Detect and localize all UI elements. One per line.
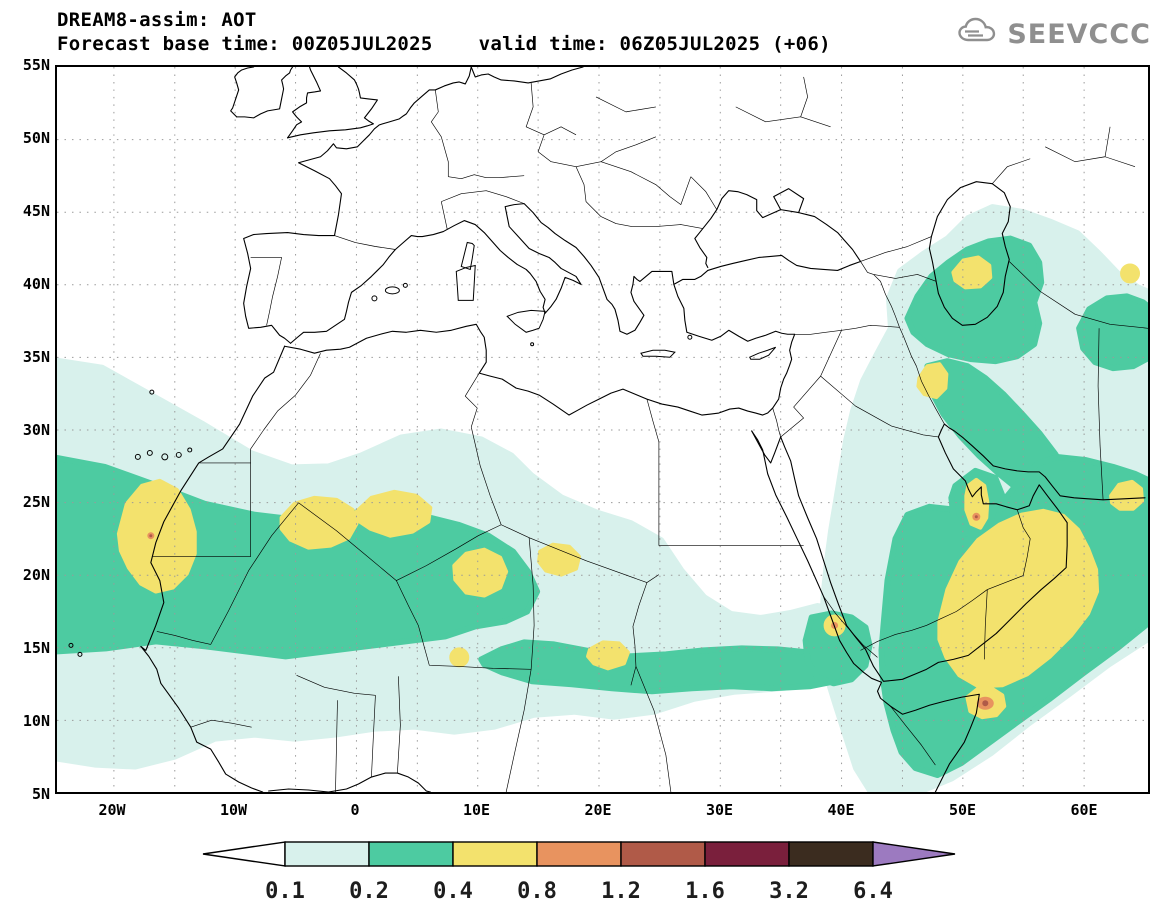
svg-text:0.1: 0.1 — [265, 879, 305, 904]
valid-time: valid time: 06Z05JUL2025 (+06) — [478, 33, 831, 55]
svg-text:1.2: 1.2 — [601, 879, 641, 904]
colorbar: 0.1 0.2 0.4 0.8 1.2 1.6 3.2 6.4 — [197, 840, 967, 905]
lat-tick-label: 15N — [22, 639, 50, 658]
logo-text: SEEVCCC — [1007, 18, 1151, 50]
lat-tick-label: 30N — [22, 420, 50, 439]
svg-text:0.8: 0.8 — [517, 879, 557, 904]
seevccc-logo: SEEVCCC — [955, 16, 1151, 52]
lon-tick-label: 10E — [462, 801, 491, 819]
lon-tick-label: 30E — [705, 801, 734, 819]
lat-tick-label: 35N — [22, 347, 50, 366]
map-frame — [55, 65, 1150, 794]
lon-tick-label: 20E — [584, 801, 612, 819]
forecast-base-time: Forecast base time: 00Z05JUL2025 — [57, 33, 433, 55]
svg-text:1.6: 1.6 — [685, 879, 725, 904]
coastlines — [140, 67, 1146, 792]
contour-level-0p4 — [116, 255, 1145, 720]
svg-text:0.4: 0.4 — [433, 879, 473, 904]
lat-tick-label: 55N — [22, 56, 50, 74]
lat-tick-label: 20N — [22, 566, 50, 585]
map-canvas — [57, 67, 1148, 792]
cloud-icon — [955, 16, 1001, 52]
lat-tick-label: 10N — [22, 712, 50, 731]
lat-tick-label: 50N — [22, 128, 50, 147]
lat-tick-label: 25N — [22, 493, 50, 512]
country-borders — [152, 76, 1148, 792]
islands — [68, 241, 777, 657]
plot-title: DREAM8-assim: AOT — [57, 9, 257, 31]
lon-tick-label: 40E — [827, 801, 855, 819]
lat-tick-label: 40N — [22, 274, 50, 293]
svg-text:3.2: 3.2 — [769, 879, 809, 904]
lat-tick-label: 45N — [22, 201, 50, 220]
lon-tick-label: 0 — [350, 801, 360, 819]
contour-level-0p8 — [147, 512, 994, 710]
plot-titles: DREAM8-assim: AOT Forecast base time: 00… — [57, 8, 831, 56]
lon-tick-label: 60E — [1070, 801, 1098, 819]
lat-tick-label: 5N — [31, 785, 50, 803]
svg-text:6.4: 6.4 — [853, 879, 893, 904]
svg-text:0.2: 0.2 — [349, 879, 389, 904]
lon-tick-label: 10W — [219, 801, 248, 819]
plot-subtitle: Forecast base time: 00Z05JUL2025 valid ti… — [57, 32, 831, 56]
lon-tick-label: 20W — [98, 801, 126, 819]
lon-tick-label: 50E — [948, 801, 977, 819]
